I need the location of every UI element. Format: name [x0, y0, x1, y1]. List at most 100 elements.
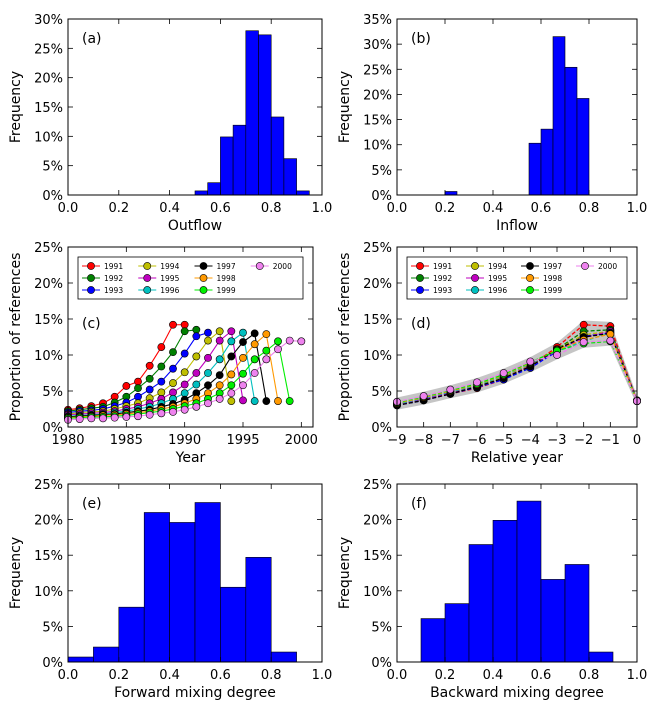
plot-marks [67, 502, 297, 663]
y-tick-label: 25% [363, 241, 392, 256]
x-tick-label: 0.0 [387, 201, 408, 216]
legend-marker-1997 [199, 262, 208, 270]
data-point-1998 [215, 381, 224, 390]
data-point-2000 [99, 414, 107, 423]
data-point-1996 [215, 355, 224, 364]
x-tick-label: 0.2 [108, 668, 129, 683]
data-point-1991 [122, 382, 131, 390]
panel-label: (c) [82, 316, 101, 332]
y-axis: 0% 5% 10% 15% 20% 25% [34, 241, 313, 436]
legend-frame [77, 256, 304, 300]
legend-label-1992: 1992 [433, 274, 452, 283]
data-point-1993 [157, 377, 166, 386]
x-tick-label: 0.8 [261, 201, 282, 216]
x-tick-label: 0.4 [483, 668, 504, 683]
x-tick-label: 1995 [226, 433, 259, 448]
data-point-1997 [227, 352, 236, 361]
x-tick-label: 0.0 [58, 668, 79, 683]
data-point-1996 [239, 328, 247, 337]
y-axis: 0% 5% 10% 15% 20% 25% 30% 35% [363, 13, 637, 204]
histogram-bar [207, 182, 221, 196]
legend-marker-1993 [416, 286, 424, 294]
data-point-2000 [192, 402, 201, 411]
y-axis-label: Frequency [8, 71, 24, 143]
histogram-bar [468, 544, 494, 663]
x-tick-label: 0.2 [108, 201, 129, 216]
data-point-1996 [204, 369, 212, 377]
panel-label: (a) [82, 31, 102, 47]
x-axis-label: Inflow [496, 218, 538, 234]
data-point-1999 [239, 369, 247, 378]
y-tick-label: 10% [34, 585, 63, 600]
legend-label-1993: 1993 [104, 286, 123, 295]
histogram-bar [93, 646, 120, 663]
legend-marker-1993 [87, 286, 95, 294]
histogram-bar [564, 564, 590, 663]
data-point-1995 [204, 353, 212, 362]
y-tick-label: 0% [42, 421, 63, 436]
data-point-1998 [274, 397, 282, 405]
x-tick-label: −8 [414, 433, 433, 448]
series-line-2000 [396, 339, 638, 403]
legend-label-1994: 1994 [488, 262, 507, 271]
x-axis: 0.0 0.2 0.4 0.6 0.8 1.0 [58, 19, 332, 216]
histogram-bar [245, 557, 272, 663]
histogram-bar [270, 116, 285, 196]
histogram-bar [540, 579, 566, 663]
data-point-1993 [192, 332, 201, 341]
histogram-bar [232, 124, 247, 196]
x-tick-label: 1980 [51, 433, 84, 448]
data-point-1991 [134, 377, 142, 386]
y-tick-label: 15% [363, 114, 392, 129]
data-point-1994 [169, 379, 177, 387]
data-point-1991 [180, 320, 189, 329]
histogram-bar [220, 136, 234, 196]
histogram-bar [564, 66, 578, 196]
x-tick-label: −4 [521, 433, 540, 448]
data-point-2000 [250, 369, 259, 377]
x-axis-label: Relative year [471, 450, 563, 466]
histogram-bar [194, 502, 221, 663]
data-point-2000 [157, 409, 166, 418]
y-axis-label: Frequency [337, 71, 353, 143]
x-tick-label: −5 [494, 433, 513, 448]
panel-d: −9 −8 −7 −6 −5 −4 −3 −2 −1 0 0% 5% 10% 15% 20% 25% Relat… [337, 241, 641, 466]
histogram-bar [143, 512, 170, 663]
y-tick-label: 10% [34, 349, 63, 364]
axes-frame [396, 246, 638, 428]
data-point-1991 [169, 320, 177, 329]
x-tick-label: −9 [387, 433, 406, 448]
panel-e: 0.0 0.2 0.4 0.6 0.8 1.0 0% 5% 10% 15% 20% 25% Forwar… [8, 478, 332, 701]
y-axis: 0% 5% 10% 15% 20% 25% [363, 478, 637, 671]
data-point-2000 [87, 414, 96, 423]
x-tick-label: −3 [547, 433, 566, 448]
data-point-1996 [250, 397, 259, 405]
histogram-bar [169, 522, 196, 663]
data-point-1993 [169, 364, 177, 373]
data-point-1992 [134, 384, 142, 393]
y-tick-label: 15% [34, 313, 63, 328]
data-point-2000 [145, 410, 154, 419]
axes-frame [67, 246, 314, 428]
data-point-1992 [145, 374, 154, 383]
data-point-2000 [204, 399, 212, 408]
panel-f: 0.0 0.2 0.4 0.6 0.8 1.0 0% 5% 10% 15% 20% 25% Backwa… [337, 478, 647, 701]
x-tick-label: 0.6 [531, 201, 552, 216]
x-axis: −9 −8 −7 −6 −5 −4 −3 −2 −1 0 [387, 247, 641, 448]
y-tick-label: 5% [371, 164, 392, 179]
legend-marker-1994 [471, 262, 479, 270]
data-point-1999 [285, 397, 294, 405]
legend-marker-1991 [87, 262, 95, 270]
data-point-1998 [250, 340, 259, 349]
data-point-1997 [239, 338, 247, 346]
data-point-1997 [262, 397, 271, 405]
legend-label-1996: 1996 [160, 286, 179, 295]
data-point-1995 [192, 369, 201, 377]
y-tick-label: 15% [34, 549, 63, 564]
data-point-1992 [169, 348, 177, 357]
data-point-1993 [180, 349, 189, 358]
x-axis-label: Year [175, 450, 206, 466]
series-1992 [64, 325, 201, 416]
data-point-2000 [274, 345, 282, 354]
legend-marker-2000 [581, 262, 589, 270]
